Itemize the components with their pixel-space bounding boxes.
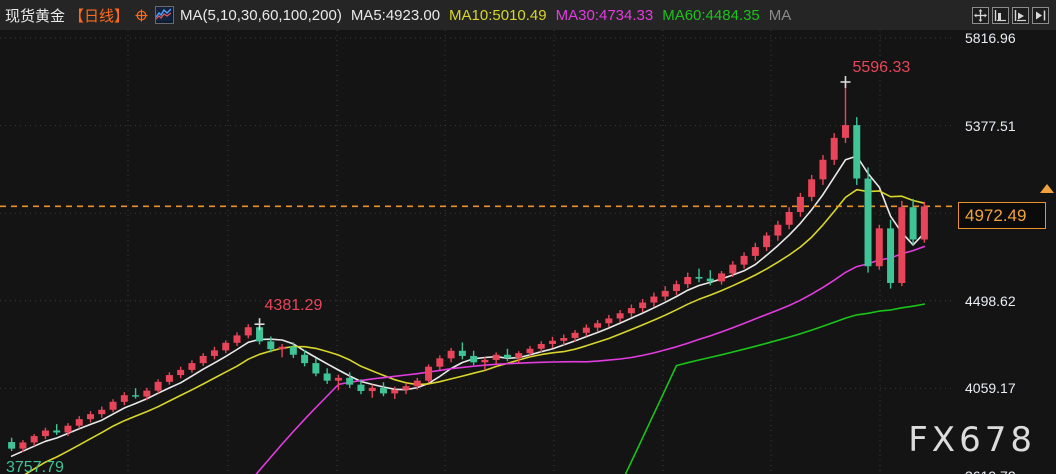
chart-header: 现货黄金 【日线】 MA(5,10,30,60,100,200) MA5:492… — [0, 0, 1056, 30]
ma60-value: MA60:4484.35 — [662, 6, 760, 24]
crosshair-target-icon[interactable] — [135, 9, 148, 22]
candlestick-plot[interactable]: 5596.33 4381.29 3757.79 — [0, 30, 955, 474]
annotation-high-price: 5596.33 — [852, 58, 911, 76]
ma5-value: MA5:4923.00 — [350, 6, 441, 24]
annotation-low-price: 3757.79 — [6, 459, 64, 474]
axis-label: 5377.51 — [965, 117, 1016, 134]
current-price-tag[interactable]: 4972.49 — [958, 202, 1046, 230]
watermark: FX678 — [908, 420, 1036, 460]
axis-label: 4059.17 — [965, 380, 1016, 397]
period-label: 【日线】 — [69, 7, 130, 25]
align-right-tool[interactable] — [1012, 6, 1029, 24]
ma100-value: MA — [768, 6, 792, 24]
price-axis[interactable]: 5816.96 5377.51 4938.06 4498.62 4059.17 … — [955, 30, 1056, 474]
chart-thumbnail-icon[interactable] — [155, 6, 175, 24]
chart-toolbar — [972, 6, 1056, 24]
ma-settings-label[interactable]: MA(5,10,30,60,100,200) — [180, 6, 342, 24]
scroll-to-end-tool[interactable] — [1032, 6, 1049, 24]
ma30-value: MA30:4734.33 — [555, 6, 654, 24]
symbol-label: 现货黄金 — [5, 7, 66, 25]
chart-canvas — [0, 30, 955, 474]
current-price-marker-icon — [1040, 184, 1054, 194]
ma10-value: MA10:5010.49 — [449, 6, 547, 24]
crosshair-move-tool[interactable] — [972, 6, 989, 24]
axis-label: 4498.62 — [965, 292, 1016, 309]
axis-label: 3619.72 — [965, 469, 1016, 474]
annotation-mid-price: 4381.29 — [264, 297, 323, 315]
axis-label: 5816.96 — [965, 30, 1016, 46]
align-left-tool[interactable] — [992, 6, 1009, 24]
